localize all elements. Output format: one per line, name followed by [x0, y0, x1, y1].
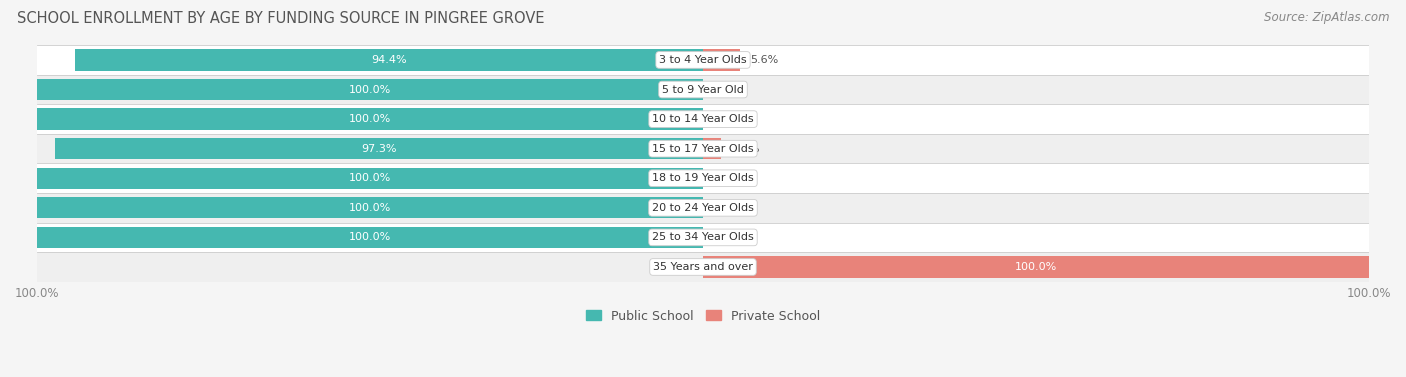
Text: 15 to 17 Year Olds: 15 to 17 Year Olds — [652, 144, 754, 154]
Text: 25 to 34 Year Olds: 25 to 34 Year Olds — [652, 232, 754, 242]
Text: 0.0%: 0.0% — [665, 262, 693, 272]
Text: Source: ZipAtlas.com: Source: ZipAtlas.com — [1264, 11, 1389, 24]
Text: 100.0%: 100.0% — [349, 114, 391, 124]
Text: 18 to 19 Year Olds: 18 to 19 Year Olds — [652, 173, 754, 183]
Bar — [37, 75, 1369, 104]
Text: 0.0%: 0.0% — [713, 173, 741, 183]
Text: 0.0%: 0.0% — [713, 114, 741, 124]
Bar — [37, 222, 1369, 252]
Bar — [703, 256, 1369, 277]
Text: SCHOOL ENROLLMENT BY AGE BY FUNDING SOURCE IN PINGREE GROVE: SCHOOL ENROLLMENT BY AGE BY FUNDING SOUR… — [17, 11, 544, 26]
Bar — [37, 227, 703, 248]
Bar — [37, 197, 703, 219]
Text: 35 Years and over: 35 Years and over — [652, 262, 754, 272]
Text: 100.0%: 100.0% — [349, 203, 391, 213]
Text: 20 to 24 Year Olds: 20 to 24 Year Olds — [652, 203, 754, 213]
Bar — [37, 193, 1369, 222]
Text: 100.0%: 100.0% — [349, 173, 391, 183]
Bar — [37, 164, 1369, 193]
Bar — [37, 134, 1369, 164]
Text: 0.0%: 0.0% — [713, 203, 741, 213]
Text: 97.3%: 97.3% — [361, 144, 396, 154]
Text: 5.6%: 5.6% — [751, 55, 779, 65]
Text: 3 to 4 Year Olds: 3 to 4 Year Olds — [659, 55, 747, 65]
Text: 100.0%: 100.0% — [349, 84, 391, 95]
Text: 0.0%: 0.0% — [713, 232, 741, 242]
Text: 100.0%: 100.0% — [349, 232, 391, 242]
Bar — [37, 104, 1369, 134]
Text: 0.0%: 0.0% — [713, 84, 741, 95]
Legend: Public School, Private School: Public School, Private School — [581, 305, 825, 328]
Bar — [37, 45, 1369, 75]
Text: 2.7%: 2.7% — [731, 144, 759, 154]
Bar — [37, 168, 703, 189]
Text: 5 to 9 Year Old: 5 to 9 Year Old — [662, 84, 744, 95]
Bar — [703, 49, 741, 70]
Bar — [37, 252, 1369, 282]
Bar — [75, 49, 703, 70]
Bar — [37, 79, 703, 100]
Bar — [55, 138, 703, 159]
Text: 100.0%: 100.0% — [1015, 262, 1057, 272]
Bar — [703, 138, 721, 159]
Bar — [37, 109, 703, 130]
Text: 10 to 14 Year Olds: 10 to 14 Year Olds — [652, 114, 754, 124]
Text: 94.4%: 94.4% — [371, 55, 406, 65]
